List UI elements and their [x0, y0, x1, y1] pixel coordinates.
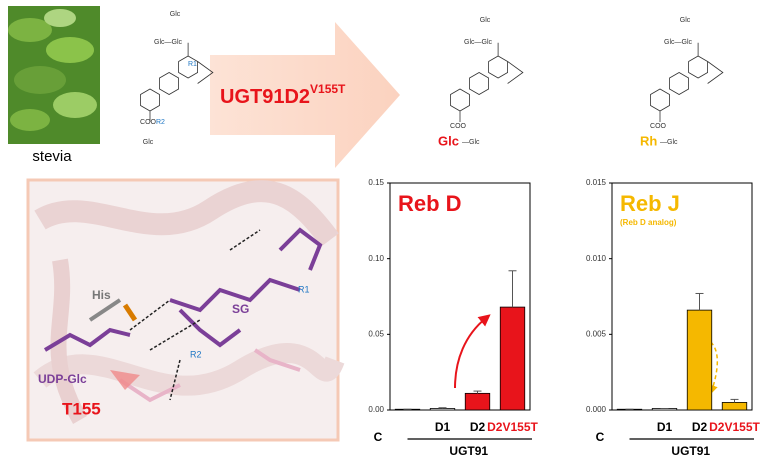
structure-label: His [92, 288, 111, 302]
x-tick-label: D2V155T [487, 420, 538, 434]
group-label: UGT91 [449, 444, 488, 458]
y-tick-label: 0.15 [368, 178, 384, 187]
y-tick-label: 0.00 [368, 405, 384, 414]
bar [429, 408, 456, 411]
chart-subtitle: (Reb D analog) [620, 218, 677, 227]
error-bar [730, 398, 739, 403]
x-tick-label: D2V155T [709, 420, 760, 434]
y-tick-label: 0.05 [368, 329, 384, 338]
mol-text: Glc—Glc [464, 39, 493, 46]
molecule-skeleton [140, 42, 214, 122]
y-tick-label: 0.000 [586, 405, 607, 414]
mol-text: —Glc [660, 139, 678, 146]
error-bar [695, 292, 704, 311]
bar [721, 402, 748, 411]
structure-label: R1 [298, 284, 310, 294]
structure-label: R2 [190, 349, 202, 359]
chart-title: Reb D [398, 191, 462, 216]
x-tick-label: C [596, 430, 605, 444]
mol-text: Glc [170, 11, 181, 18]
mol-text: COO [650, 123, 667, 130]
mol-text: COO [450, 123, 467, 130]
mol-text: Glc [480, 17, 491, 24]
molecule-skeleton [450, 42, 524, 122]
structure-label: UDP-Glc [38, 372, 87, 386]
mol-text: R2 [156, 119, 165, 126]
photo-label: stevia [32, 148, 72, 165]
y-tick-label: 0.015 [586, 178, 607, 187]
plot-frame [389, 182, 531, 411]
mol-text: COO [140, 119, 157, 126]
mol-text: R1 [188, 61, 197, 68]
y-tick-label: 0.010 [586, 254, 607, 263]
stevia-photo [8, 6, 100, 144]
bar [464, 392, 491, 411]
chart-title: Reb J [620, 191, 680, 216]
bar [686, 309, 713, 411]
group-label: UGT91 [671, 444, 710, 458]
structure-label: SG [232, 302, 249, 316]
x-tick-label: D2 [470, 420, 486, 434]
mol-text: —Glc [462, 139, 480, 146]
error-bar [438, 407, 447, 409]
x-tick-label: D1 [435, 420, 451, 434]
trend-arrow [454, 314, 491, 389]
structure-label: T155 [62, 399, 101, 418]
y-tick-label: 0.10 [368, 254, 384, 263]
x-tick-label: C [374, 430, 383, 444]
mol-text: Glc [143, 139, 154, 146]
molecule-skeleton [650, 42, 724, 122]
error-bar [508, 270, 517, 308]
enzyme-label: UGT91D2V155T [220, 82, 346, 108]
mol-text: Glc [680, 17, 691, 24]
mol-text: Glc—Glc [664, 39, 693, 46]
reaction-arrow [210, 22, 400, 168]
enzyme-name: UGT91D2 [220, 86, 310, 108]
enzyme-mutation: V155T [310, 82, 346, 96]
mol-text: Glc—Glc [154, 39, 183, 46]
error-bar [473, 390, 482, 394]
product-sugar: Glc [438, 133, 459, 148]
y-tick-label: 0.005 [586, 329, 607, 338]
plot-frame [611, 182, 753, 411]
x-tick-label: D1 [657, 420, 673, 434]
x-tick-label: D2 [692, 420, 708, 434]
product-sugar: Rh [640, 133, 657, 148]
structure-panel [26, 178, 345, 442]
bar [499, 306, 526, 411]
